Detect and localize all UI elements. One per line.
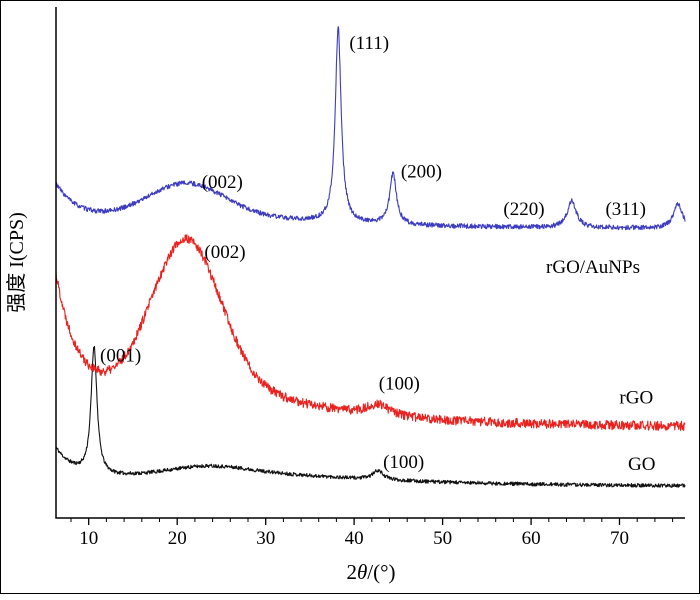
peak-label-go--001-: (001) [100, 346, 141, 367]
x-tick-label: 60 [522, 528, 541, 549]
x-tick-label: 40 [345, 528, 364, 549]
curve-rgo-aunps [55, 26, 686, 231]
peak-label-rgo-aunps--220-: (220) [503, 199, 544, 220]
x-axis-title: 2θ/(°) [346, 560, 395, 584]
x-tick-label: 50 [433, 528, 452, 549]
series-label-go: GO [628, 454, 655, 475]
y-axis-title: 强度 I(CPS) [5, 212, 28, 313]
axes-lines [55, 7, 685, 519]
curve-rgo [55, 234, 686, 432]
curve-go [55, 345, 686, 488]
x-tick-label: 10 [79, 528, 98, 549]
peak-label-rgo-aunps--111-: (111) [349, 33, 389, 54]
x-tick-label: 20 [168, 528, 187, 549]
peak-label-rgo--002-: (002) [204, 242, 245, 263]
peak-label-rgo-aunps--311-: (311) [605, 199, 645, 220]
peak-label-go--100-: (100) [383, 452, 424, 473]
x-tick-label: 30 [256, 528, 275, 549]
peak-label-rgo-aunps--002-: (002) [202, 172, 243, 193]
series-label-rgo-aunps: rGO/AuNPs [546, 257, 640, 278]
series-label-rgo: rGO [619, 388, 653, 409]
peak-label-rgo--100-: (100) [379, 374, 420, 395]
peak-label-rgo-aunps--200-: (200) [401, 162, 442, 183]
x-tick-label: 70 [610, 528, 629, 549]
